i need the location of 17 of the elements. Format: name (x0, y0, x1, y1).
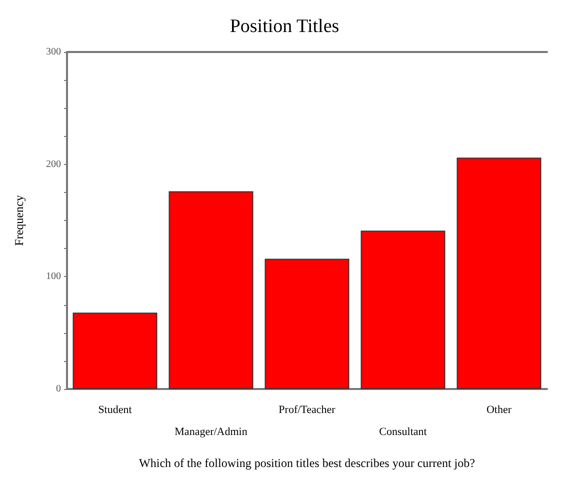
x-tick-label: Manager/Admin (174, 426, 248, 438)
bar (456, 158, 542, 389)
x-tick-label: Consultant (379, 426, 427, 438)
y-tick-label: 0 (56, 384, 61, 394)
chart-title: Position Titles (230, 16, 340, 37)
bar (168, 191, 254, 389)
y-tick-label: 200 (46, 158, 61, 170)
y-tick-label: 300 (46, 46, 61, 58)
y-tick-label: 100 (46, 271, 61, 282)
bar (264, 258, 350, 389)
bar (72, 312, 158, 389)
bar (360, 230, 446, 389)
x-axis-title: Which of the following position titles best describes your current job? (139, 456, 475, 470)
x-tick-label: Other (486, 404, 512, 416)
x-tick-label: Student (98, 404, 132, 416)
y-axis-title: Frequency (12, 195, 26, 246)
x-tick-label: Prof/Teacher (278, 404, 336, 416)
